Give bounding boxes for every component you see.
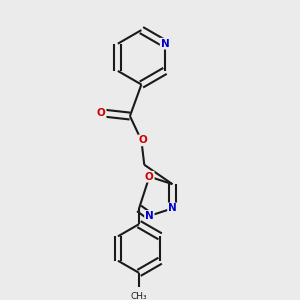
Text: O: O (145, 172, 154, 182)
Text: O: O (139, 135, 147, 146)
Text: N: N (168, 203, 177, 213)
Text: N: N (145, 211, 154, 221)
Text: O: O (97, 108, 106, 118)
Text: CH₃: CH₃ (131, 292, 147, 300)
Text: N: N (160, 39, 169, 49)
